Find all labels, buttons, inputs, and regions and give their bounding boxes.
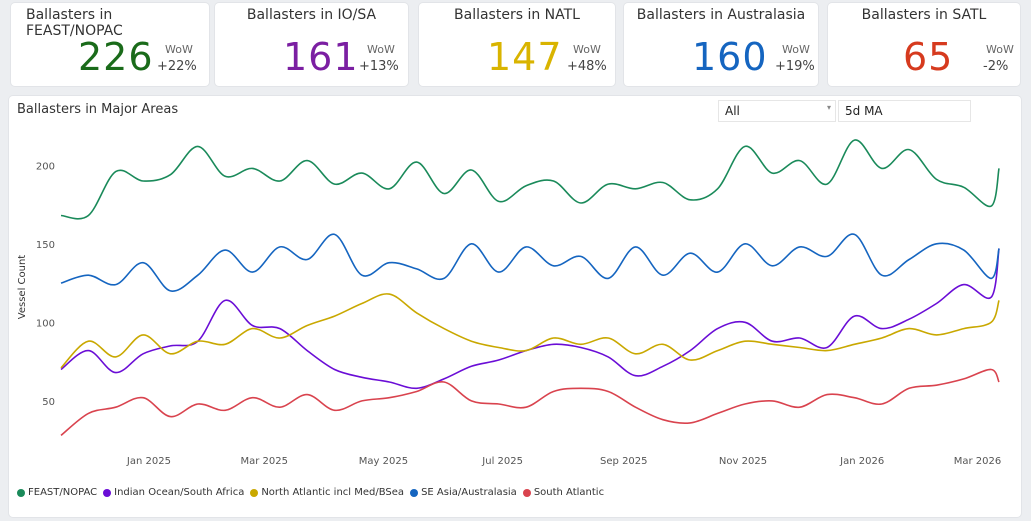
series-line-3 [60, 233, 1000, 292]
x-tick-label: Jul 2025 [481, 456, 523, 467]
kpi-title: Ballasters in SATL [861, 7, 987, 23]
area-filter-dropdown[interactable]: All ▾ [718, 100, 836, 122]
legend-item-io[interactable]: Indian Ocean/South Africa [103, 487, 244, 498]
kpi-value: 65 [903, 35, 954, 79]
x-tick-label: Jan 2025 [126, 456, 171, 467]
series-line-0 [60, 139, 1000, 220]
kpi-wow-label: WoW [782, 43, 810, 56]
legend-label: North Atlantic incl Med/BSea [261, 487, 405, 498]
x-tick-label: May 2025 [359, 456, 408, 467]
series-line-1 [60, 248, 1000, 390]
legend-item-satl[interactable]: South Atlantic [522, 487, 605, 498]
kpi-title: Ballasters in NATL [454, 7, 580, 23]
kpi-wow-value: +19% [775, 59, 815, 74]
kpi-title: Ballasters in FEAST/NOPAC [26, 7, 123, 39]
legend-label: SE Asia/Australasia [421, 487, 517, 498]
legend-item-sea[interactable]: SE Asia/Australasia [410, 487, 517, 498]
ma-dropdown[interactable]: 5d MA [838, 100, 971, 122]
area-filter-value: All [725, 104, 740, 118]
y-tick-label: 100 [36, 318, 55, 329]
legend-dot-icon [103, 488, 112, 497]
line-chart: 50 100 150 200 Vessel Count Jan 2025 Mar 2025 M… [17, 139, 1002, 467]
kpi-value: 160 [692, 35, 768, 79]
kpi-wow-value: -2% [983, 59, 1009, 74]
series-line-2 [60, 293, 1000, 369]
legend-item-feast[interactable]: FEAST/NOPAC [17, 487, 97, 498]
x-tick-label: Nov 2025 [719, 456, 767, 467]
kpi-wow-label: WoW [165, 43, 193, 56]
chart-panel: Ballasters in Major Areas All ▾ 5d MA 50… [9, 96, 1021, 517]
legend-dot-icon [17, 488, 25, 497]
x-tick-label: Sep 2025 [600, 456, 647, 467]
x-tick-label: Jan 2026 [839, 456, 884, 467]
legend-label: Indian Ocean/South Africa [114, 487, 245, 498]
legend-label: South Atlantic [533, 487, 605, 498]
kpi-value: 226 [78, 35, 154, 79]
kpi-card-feast: Ballasters in FEAST/NOPAC 226 WoW +22% [11, 3, 209, 86]
kpi-card-satl: Ballasters in SATL 65 WoW -2% [828, 3, 1020, 86]
ma-value: 5d MA [845, 104, 883, 118]
kpi-wow-label: WoW [986, 43, 1014, 56]
kpi-wow-value: +13% [359, 59, 399, 74]
kpi-wow-label: WoW [573, 43, 601, 56]
kpi-card-iosa: Ballasters in IO/SA 161 WoW +13% [215, 3, 408, 86]
chart-title: Ballasters in Major Areas [17, 102, 179, 117]
series-line-4 [60, 368, 1000, 437]
y-axis-label: Vessel Count [17, 255, 28, 320]
kpi-value: 161 [283, 35, 359, 79]
kpi-value: 147 [487, 35, 563, 79]
kpi-title: Ballasters in Australasia [636, 7, 806, 23]
legend-dot-icon [522, 488, 531, 497]
kpi-wow-value: +48% [567, 59, 607, 74]
kpi-wow-value: +22% [157, 59, 197, 74]
x-tick-label: Mar 2025 [240, 456, 288, 467]
legend-dot-icon [250, 488, 259, 497]
kpi-card-natl: Ballasters in NATL 147 WoW +48% [419, 3, 615, 86]
y-tick-label: 150 [36, 240, 55, 251]
x-tick-label: Mar 2026 [954, 456, 1002, 467]
legend: FEAST/NOPAC Indian Ocean/South Africa No… [17, 487, 604, 498]
y-tick-label: 200 [36, 161, 55, 172]
y-tick-label: 50 [42, 397, 55, 408]
kpi-title: Ballasters in IO/SA [246, 7, 377, 23]
legend-label: FEAST/NOPAC [28, 487, 98, 498]
chevron-down-icon: ▾ [826, 103, 831, 112]
legend-item-natl[interactable]: North Atlantic incl Med/BSea [250, 487, 404, 498]
kpi-card-australasia: Ballasters in Australasia 160 WoW +19% [624, 3, 818, 86]
legend-dot-icon [410, 488, 419, 497]
kpi-wow-label: WoW [367, 43, 395, 56]
